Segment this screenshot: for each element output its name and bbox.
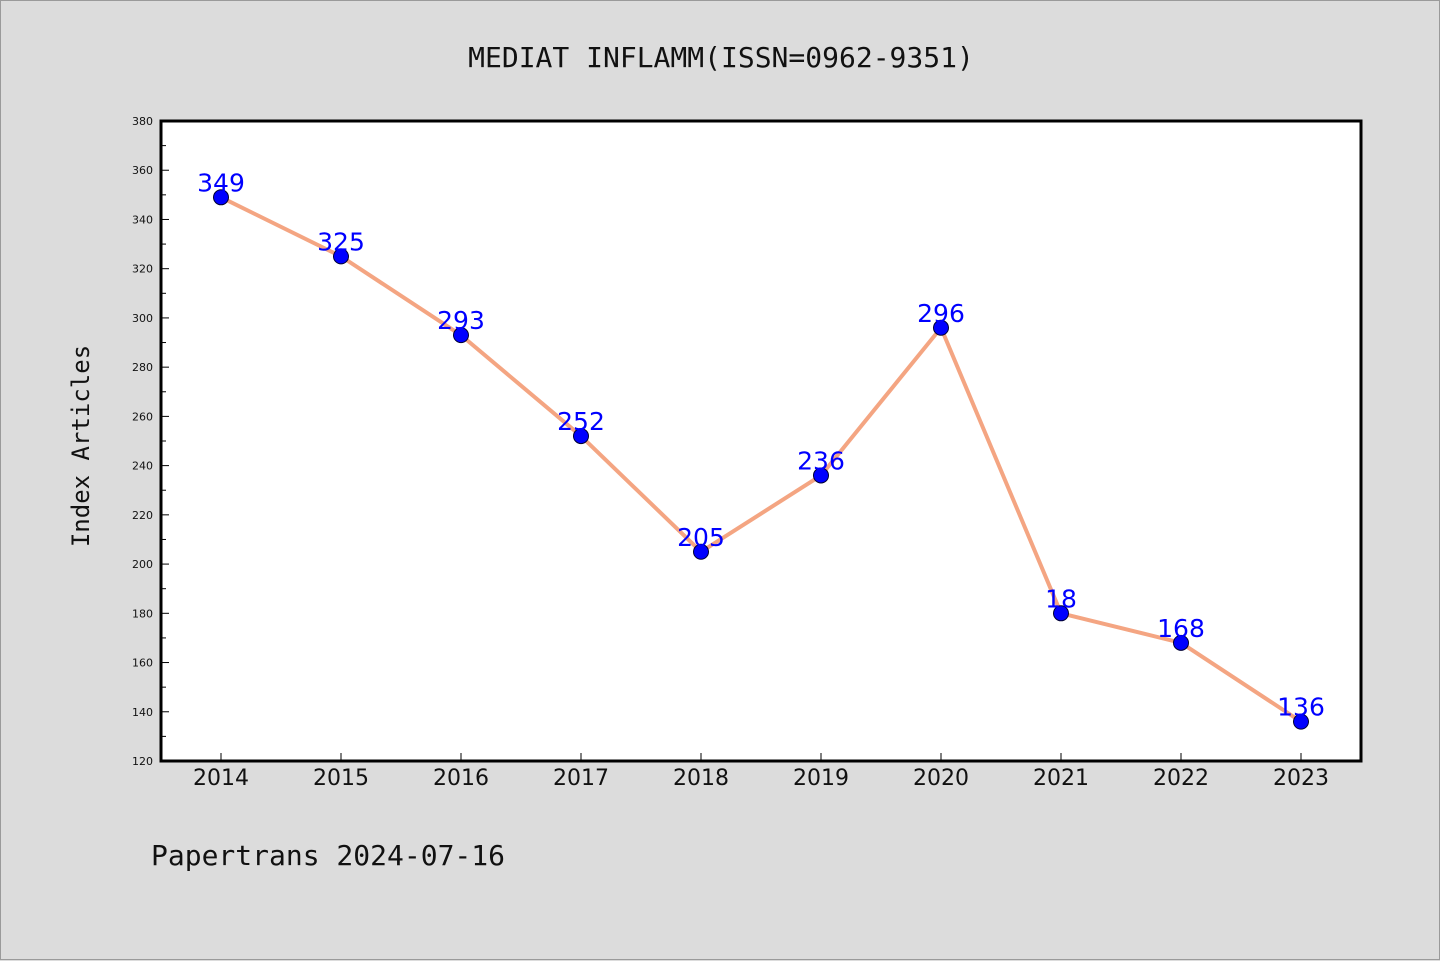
y-tick-label: 300: [132, 312, 153, 325]
y-tick-label: 280: [132, 361, 153, 374]
x-tick-label: 2019: [793, 766, 849, 791]
data-label: 236: [797, 446, 845, 475]
y-axis: 120 140 160 180 200 220 240 260 280 300 320 340 360 3…: [132, 115, 169, 768]
data-label: 205: [677, 523, 725, 552]
y-tick-label: 220: [132, 509, 153, 522]
y-tick-label: 180: [132, 607, 153, 620]
data-point: [693, 543, 709, 560]
x-tick-label: 2022: [1153, 766, 1209, 791]
y-tick-label: 380: [132, 115, 153, 128]
data-point: [1053, 605, 1069, 622]
x-tick-label: 2021: [1033, 766, 1089, 791]
x-tick-label: 2014: [193, 766, 249, 791]
y-tick-label: 260: [132, 410, 153, 423]
data-point: [213, 189, 229, 206]
series-line: [219, 195, 1303, 724]
y-tick-label: 320: [132, 263, 153, 276]
y-tick-label: 240: [132, 460, 153, 473]
x-axis: 2014 2015 2016 2017 2018 2019 2020 2021 2022 2023: [193, 753, 1329, 791]
data-point: [453, 327, 469, 344]
footer-source-date: Papertrans 2024-07-16: [151, 839, 505, 872]
y-tick-label: 140: [132, 706, 153, 719]
data-point: [813, 467, 829, 484]
data-label: 136: [1277, 693, 1325, 722]
data-points: [213, 189, 1309, 730]
chart-title: MEDIAT INFLAMM(ISSN=0962-9351): [468, 41, 974, 74]
y-tick-label: 360: [132, 164, 153, 177]
data-label: 349: [197, 168, 245, 197]
y-tick-label: 200: [132, 558, 153, 571]
data-point: [333, 248, 349, 265]
x-tick-label: 2016: [433, 766, 489, 791]
y-tick-label: 340: [132, 213, 153, 226]
data-label: 296: [917, 299, 965, 328]
x-tick-label: 2020: [913, 766, 969, 791]
data-labels: 349 325 293 252 205 236 296 18 168 136: [197, 168, 1325, 721]
y-tick-label: 160: [132, 657, 153, 670]
data-label: 252: [557, 407, 605, 436]
data-point: [1293, 713, 1309, 730]
data-label: 168: [1157, 614, 1205, 643]
x-tick-label: 2015: [313, 766, 369, 791]
plot-area: [159, 119, 1363, 763]
data-point: [1173, 634, 1189, 651]
data-label: 18: [1045, 584, 1077, 613]
data-point: [573, 428, 589, 445]
x-tick-label: 2018: [673, 766, 729, 791]
data-point: [933, 319, 949, 336]
y-axis-label: Index Articles: [67, 345, 95, 547]
x-tick-label: 2017: [553, 766, 609, 791]
data-label: 293: [437, 306, 485, 335]
data-label: 325: [317, 227, 365, 256]
y-tick-label: 120: [132, 755, 153, 768]
x-tick-label: 2023: [1273, 766, 1329, 791]
